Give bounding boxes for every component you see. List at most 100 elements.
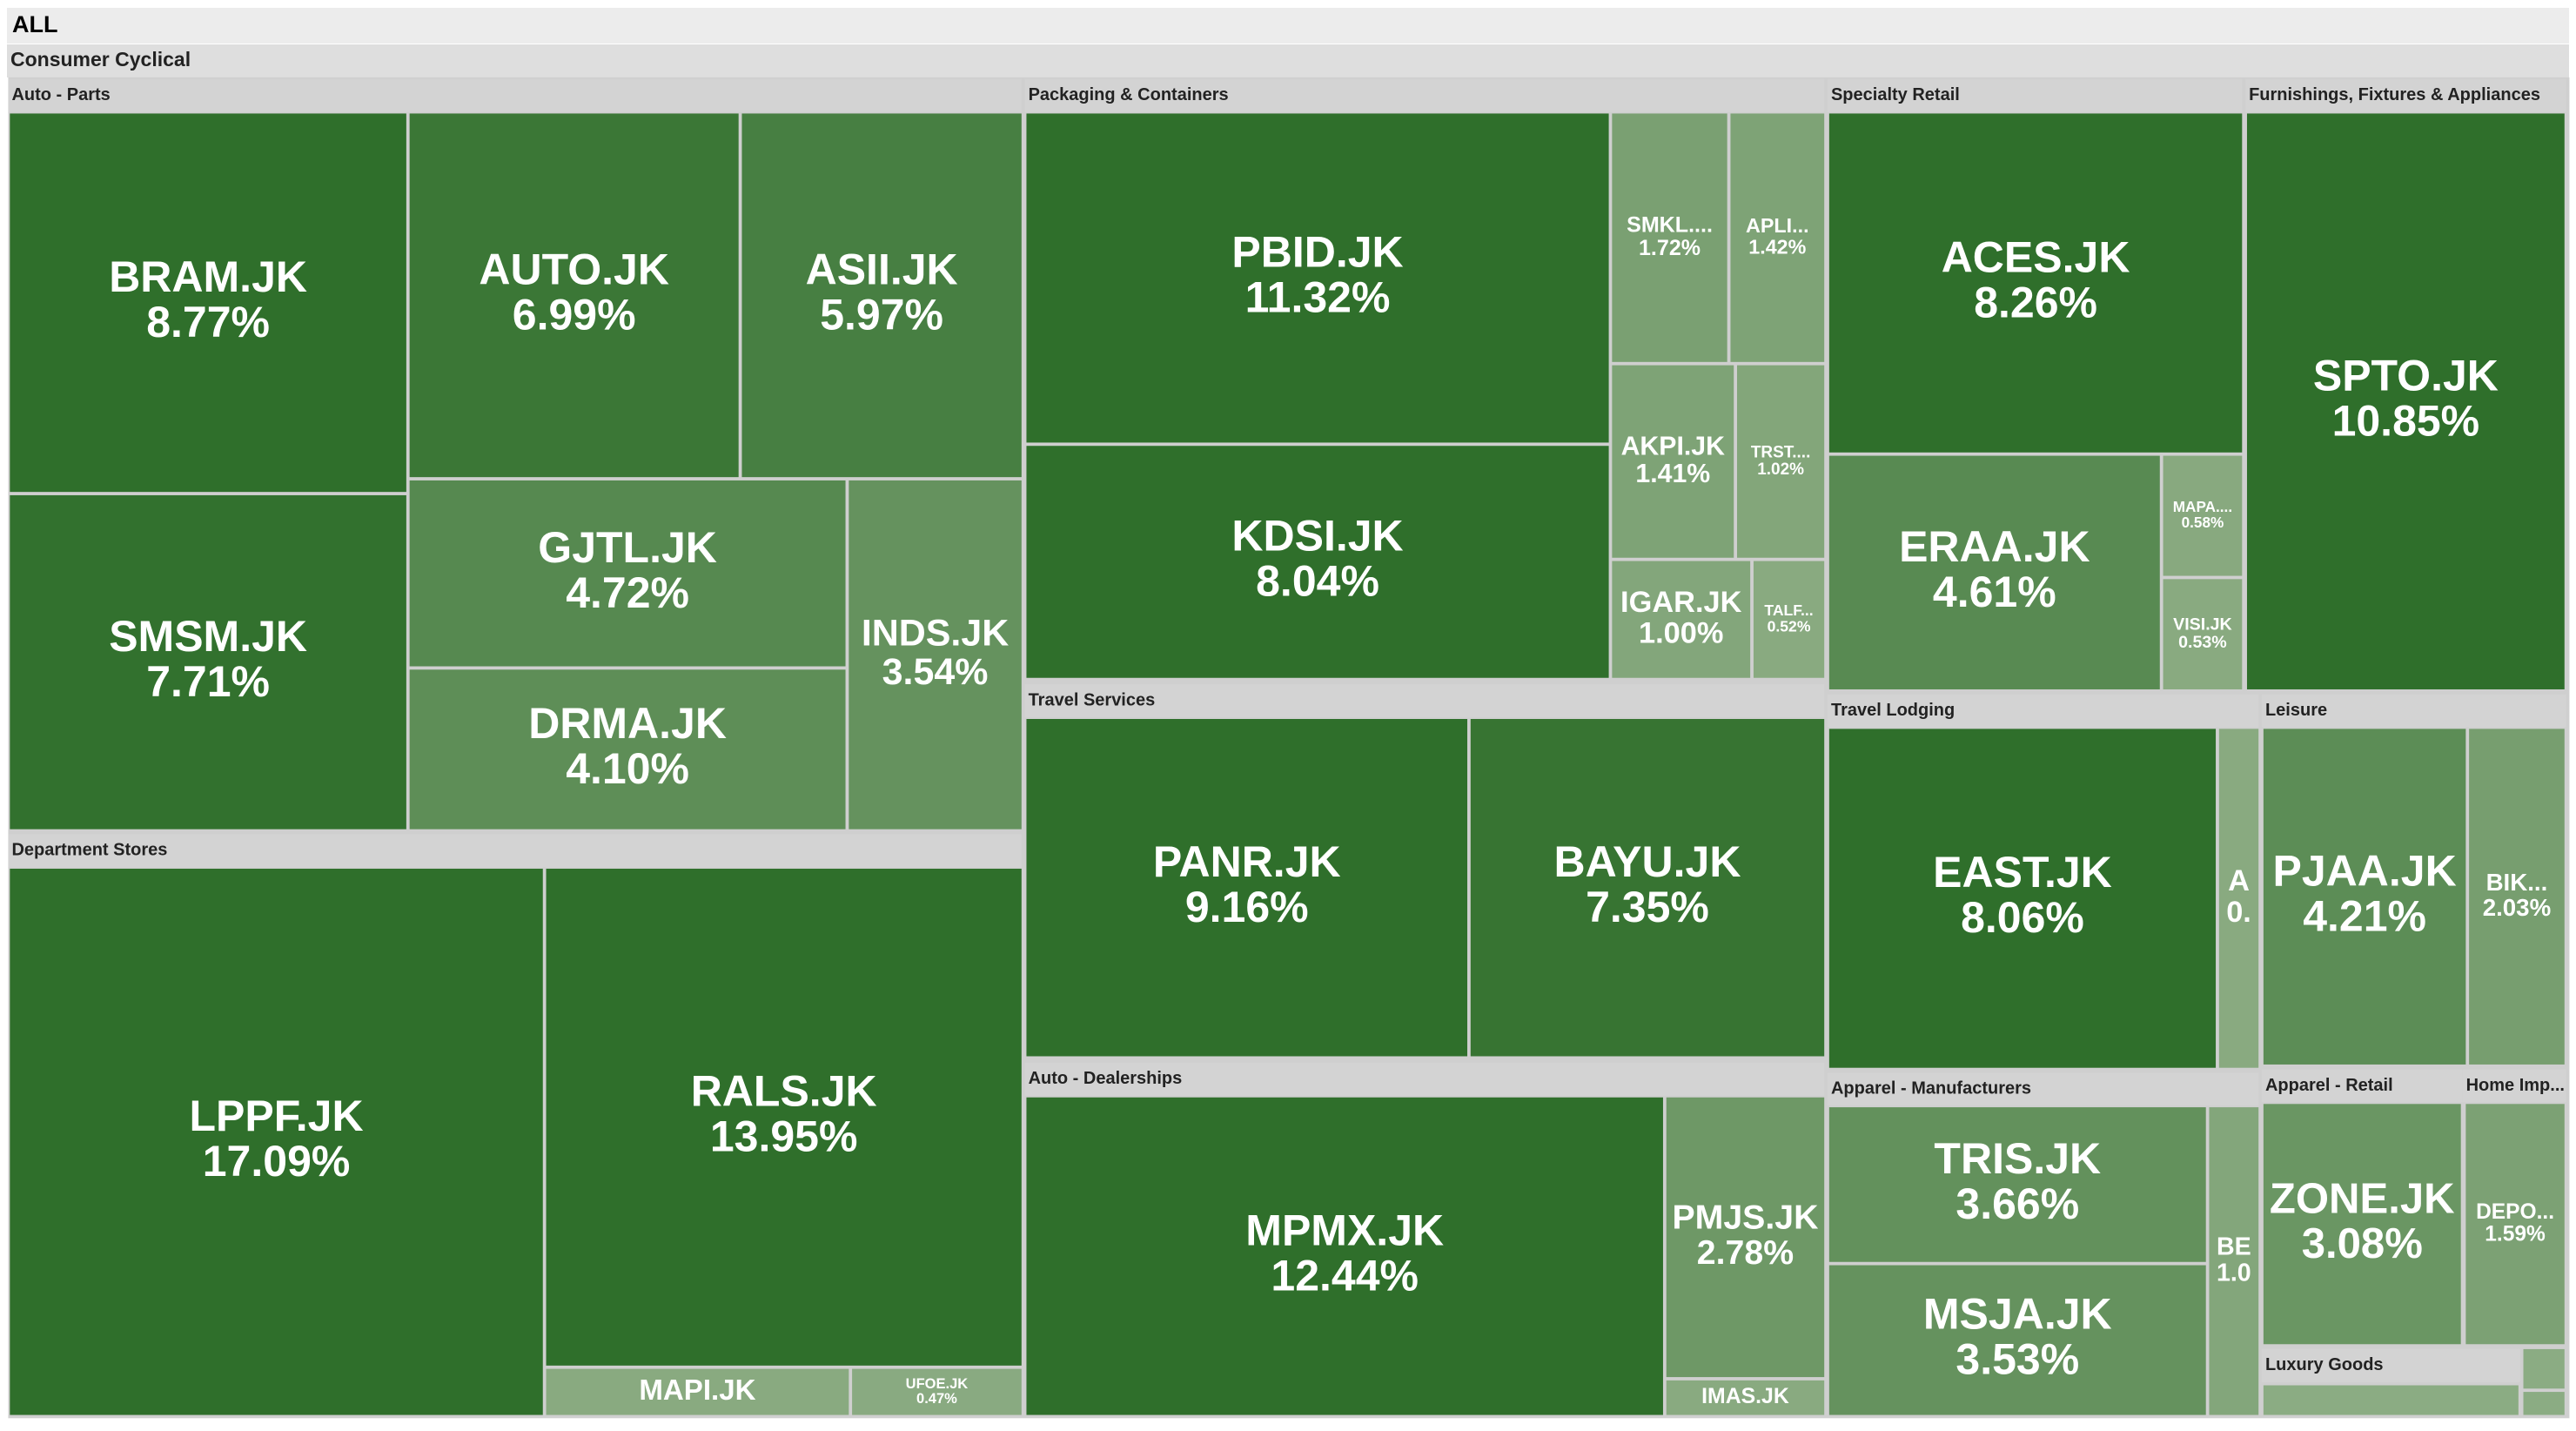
tile: [1828, 113, 2243, 453]
tile-label: BE: [2217, 1233, 2251, 1260]
tile-value: 8.26%: [1974, 278, 2097, 326]
tile: [1026, 113, 1609, 443]
group-header: [2462, 1069, 2566, 1103]
tile-label: IMAS.JK: [1701, 1385, 1789, 1408]
tile: [10, 494, 406, 830]
group-title: Furnishings, Fixtures & Appliances: [2249, 85, 2540, 104]
tile-value: 0.52%: [1768, 617, 1811, 635]
tile-value: 11.32%: [1245, 273, 1391, 322]
tile-value: 1.00%: [1639, 617, 1723, 650]
tile-value: 4.10%: [566, 744, 689, 793]
group-title: Leisure: [2265, 701, 2327, 720]
tile: [1470, 719, 1825, 1057]
tile-label: KDSI.JK: [1231, 512, 1403, 561]
tile-label: TRIS.JK: [1934, 1134, 2101, 1183]
group-header: [1827, 1072, 2259, 1106]
tile-value: 2.78%: [1697, 1233, 1794, 1272]
tile: [409, 113, 739, 478]
group-title: Travel Services: [1029, 690, 1156, 709]
tile-value: 0.53%: [2178, 633, 2227, 652]
tile: [849, 480, 1022, 830]
tile-value: 3.66%: [1955, 1179, 2079, 1228]
tile-label: RALS.JK: [691, 1067, 877, 1116]
tile: [1828, 729, 2217, 1068]
tile-value: 1.0: [2217, 1259, 2251, 1287]
sector-title: Consumer Cyclical: [10, 48, 191, 71]
tile-value: 0.58%: [2182, 514, 2224, 531]
tile: [10, 113, 406, 493]
tile-value: 1.72%: [1639, 236, 1701, 260]
group-title: Auto - Parts: [11, 85, 110, 104]
tile-value: 12.44%: [1271, 1251, 1419, 1300]
group-header: [1827, 694, 2259, 728]
root-header: [7, 8, 2569, 44]
tile-value: 8.04%: [1256, 557, 1379, 606]
tile-value: 2.03%: [2483, 894, 2551, 921]
tile-value: 4.61%: [1933, 568, 2056, 616]
tile-label: EAST.JK: [1933, 848, 2112, 897]
group-header: [1827, 78, 2243, 112]
tile: [409, 669, 846, 830]
tile: [1828, 1107, 2206, 1262]
tile-label: PANR.JK: [1153, 837, 1341, 886]
tile-label: MAPI.JK: [639, 1374, 755, 1407]
group-header: [2261, 1348, 2520, 1382]
tile-label: IGAR.JK: [1620, 586, 1742, 619]
tile-value: 5.97%: [820, 290, 943, 339]
tile: [2163, 579, 2243, 689]
tile-value: 1.42%: [1748, 235, 1806, 258]
tile: [2469, 729, 2565, 1065]
tile: [1612, 113, 1727, 362]
tile-label: TRST....: [1751, 443, 1811, 461]
tile-label: MPMX.JK: [1245, 1206, 1444, 1254]
group-header: [2261, 694, 2566, 728]
tile-label: VISI.JK: [2173, 615, 2232, 635]
tile-value: 3.54%: [882, 651, 989, 693]
tile-label: ZONE.JK: [2270, 1176, 2455, 1223]
tile-label: GJTL.JK: [538, 523, 717, 572]
tile: [1730, 113, 1825, 362]
tile: [546, 1368, 849, 1415]
tile: [1026, 719, 1468, 1057]
group-title: Department Stores: [11, 840, 167, 859]
tile: [2523, 1392, 2565, 1415]
tile-value: 7.71%: [146, 657, 270, 706]
tile-value: 9.16%: [1185, 883, 1309, 931]
tile-value: 0.: [2226, 896, 2251, 929]
tile: [2263, 1104, 2461, 1345]
tile-label: PJAA.JK: [2273, 846, 2457, 895]
tile-value: 6.99%: [513, 290, 636, 339]
tile-value: 8.77%: [146, 298, 270, 346]
tile-label: SMKL....: [1627, 213, 1713, 238]
tile: [1612, 365, 1734, 558]
group-title: Specialty Retail: [1831, 85, 1960, 104]
tile: [2218, 729, 2259, 1068]
group-header: [1024, 78, 1825, 112]
tile: [1753, 561, 1825, 678]
tile: [1666, 1097, 1825, 1378]
tile: [10, 869, 543, 1415]
group-title: Apparel - Manufacturers: [1831, 1079, 2031, 1098]
tile: [1026, 446, 1609, 678]
tile-value: 1.41%: [1635, 460, 1710, 488]
tile: [1828, 1265, 2206, 1415]
tile-label: AUTO.JK: [479, 245, 669, 293]
group-title: Auto - Dealerships: [1029, 1069, 1183, 1088]
tile: [2263, 1385, 2519, 1415]
group-header: [1024, 684, 1825, 718]
tile-value: 1.02%: [1757, 460, 1804, 479]
group-header: [1024, 1063, 1825, 1096]
tile-label: SPTO.JK: [2313, 351, 2499, 400]
tile-label: SMSM.JK: [109, 612, 307, 661]
tile: [1026, 1097, 1663, 1415]
tile: [1737, 365, 1825, 558]
sector-header: [7, 44, 2569, 77]
tile-value: 10.85%: [2332, 396, 2480, 445]
group-header: [8, 78, 1022, 112]
tile-label: LPPF.JK: [190, 1092, 364, 1140]
tile: [852, 1368, 1022, 1415]
tile-label: DEPO...: [2476, 1200, 2554, 1224]
group-title: Packaging & Containers: [1029, 85, 1229, 104]
tile: [741, 113, 1022, 478]
